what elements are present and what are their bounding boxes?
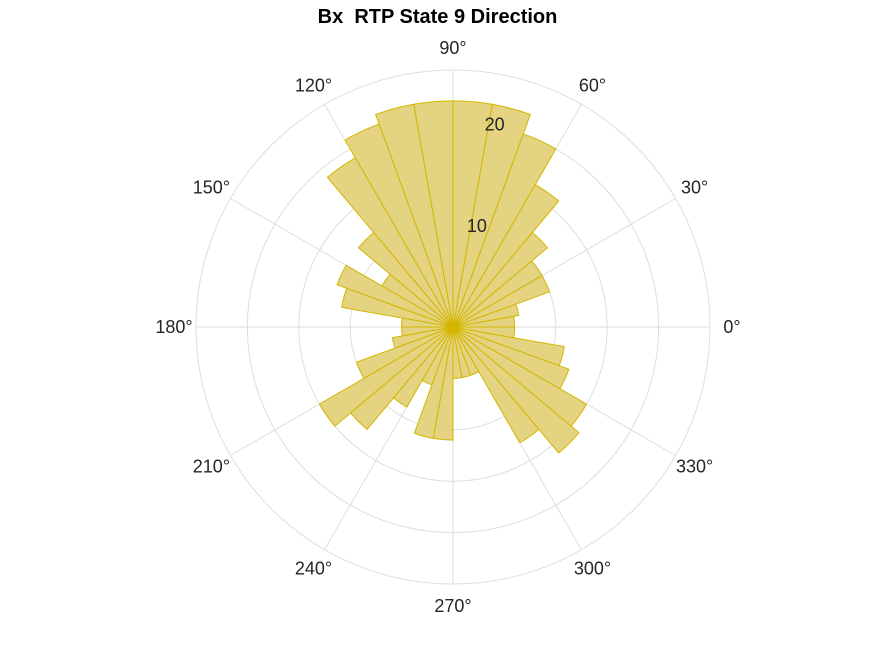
histogram-bar (452, 326, 570, 390)
histogram-bar (452, 326, 516, 339)
angle-tick-label: 270° (434, 596, 471, 616)
histogram-bar (341, 287, 454, 328)
chart-title: Bx RTP State 9 Direction (317, 6, 558, 28)
angle-tick-label: 0° (723, 317, 740, 337)
angle-tick-label: 210° (193, 457, 230, 477)
histogram-bar (344, 123, 454, 328)
angle-tick-label: 240° (295, 559, 332, 579)
angle-tick-label: 300° (574, 559, 611, 579)
angle-tick-label: 30° (681, 178, 708, 198)
histogram-bar (326, 157, 454, 328)
angle-tick-label: 90° (439, 38, 466, 58)
angle-tick-label: 150° (193, 178, 230, 198)
histogram-bar (452, 326, 580, 454)
angle-tick-label: 330° (676, 457, 713, 477)
histogram-bar (452, 326, 565, 367)
angle-tick-label: 120° (295, 75, 332, 95)
angle-tick-label: 60° (579, 75, 606, 95)
histogram-bar (336, 264, 454, 328)
histogram-bar (375, 103, 454, 328)
angle-tick-label: 180° (155, 317, 192, 337)
histogram-bar (350, 326, 454, 430)
histogram-bars (318, 100, 588, 454)
radial-tick-label: 20 (485, 115, 505, 135)
center-point (447, 321, 459, 333)
histogram-bar (318, 326, 454, 427)
histogram-bar (393, 326, 454, 408)
histogram-bar (432, 326, 454, 441)
histogram-bar (452, 326, 588, 427)
radial-tick-label: 10 (467, 216, 487, 236)
axis-labels: 0° 30° 60° 90° 120° 150° 180° 210° 240° 270° 300° 3… (155, 38, 740, 616)
histogram-bar (358, 232, 454, 328)
